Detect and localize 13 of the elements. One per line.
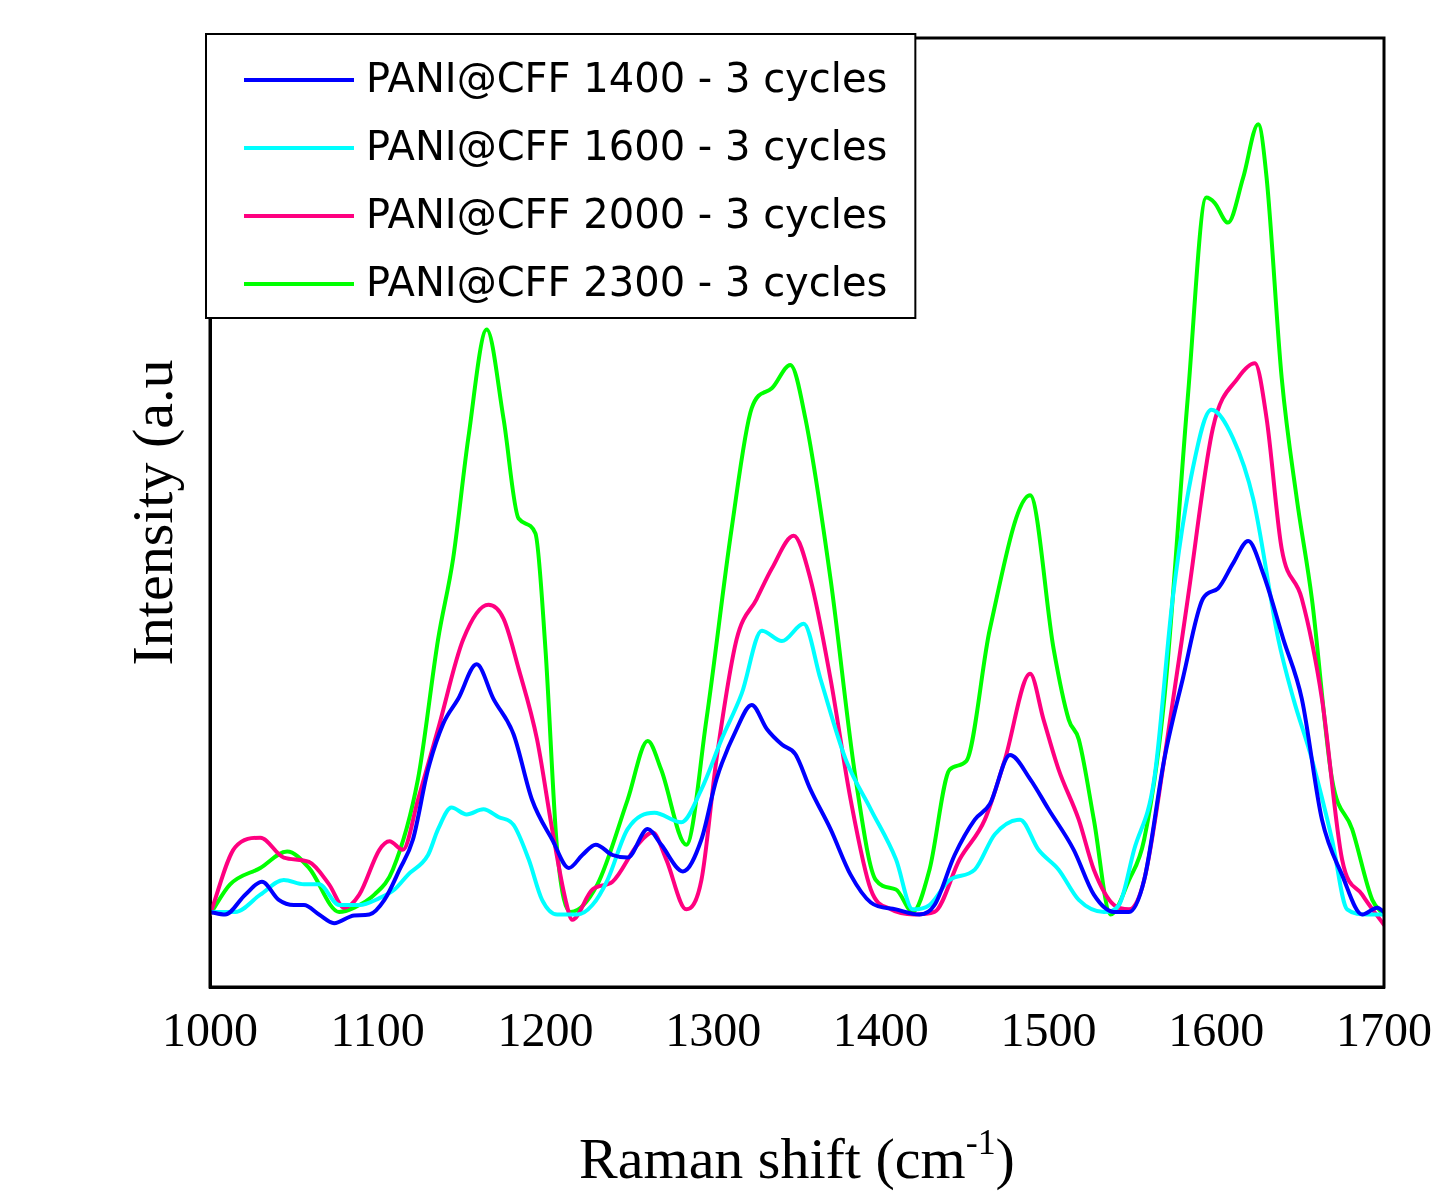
x-tick-label: 1600 <box>1168 1003 1265 1057</box>
x-tick-label: 1700 <box>1336 1003 1432 1057</box>
x-tick-label: 1500 <box>1000 1003 1097 1057</box>
legend-label: PANI@CFF 1400 - 3 cycles <box>366 55 888 102</box>
legend-label: PANI@CFF 2300 - 3 cycles <box>366 259 888 306</box>
legend-label: PANI@CFF 2000 - 3 cycles <box>366 191 888 238</box>
x-tick-label: 1300 <box>665 1003 762 1057</box>
x-tick-label: 1200 <box>497 1003 594 1057</box>
x-tick-label: 1400 <box>832 1003 929 1057</box>
x-tick-label: 1100 <box>330 1003 425 1057</box>
legend-label: PANI@CFF 1600 - 3 cycles <box>366 123 888 170</box>
x-tick-label: 1000 <box>162 1003 258 1057</box>
y-axis-title: Intensity (a.u <box>120 359 185 666</box>
